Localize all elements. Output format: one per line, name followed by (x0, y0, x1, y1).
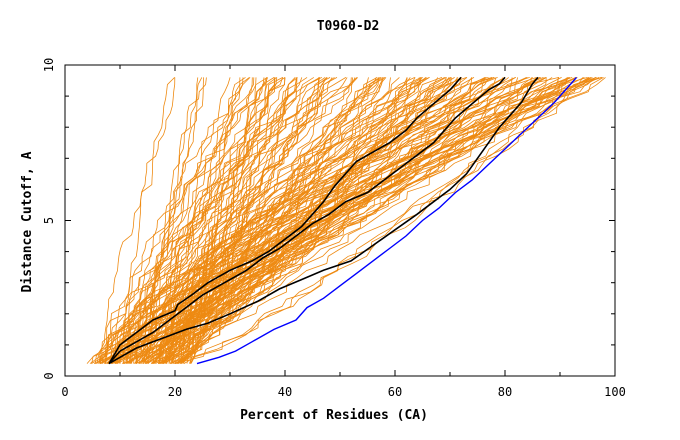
background-model-line (111, 77, 326, 364)
background-model-line (153, 77, 378, 364)
x-tick-label: 40 (278, 385, 292, 399)
background-model-line (99, 77, 265, 364)
background-model-line (122, 77, 199, 364)
background-model-line (162, 77, 451, 364)
background-model-line (183, 77, 584, 364)
background-model-line (119, 77, 603, 364)
background-model-line (111, 77, 333, 364)
background-model-line (144, 77, 207, 364)
axis-ticks (64, 64, 616, 377)
chart-title: T0960-D2 (317, 19, 380, 34)
y-tick-label: 5 (42, 217, 56, 224)
background-model-line (112, 77, 604, 364)
background-model-line (159, 77, 430, 364)
background-model-line (111, 77, 528, 364)
background-model-line (159, 77, 426, 364)
x-tick-label: 0 (61, 385, 68, 399)
background-model-line (89, 77, 546, 364)
background-model-line (161, 77, 382, 364)
background-model-line (110, 77, 452, 364)
x-tick-label: 60 (388, 385, 402, 399)
axis-tick-labels: 0 20 40 60 80 100 0 5 10 (42, 58, 626, 399)
background-model-line (129, 77, 246, 364)
highlighted-series-lines (108, 76, 578, 365)
background-model-line (138, 77, 286, 364)
background-model-line (98, 77, 411, 364)
background-model-line (165, 77, 462, 364)
x-tick-label: 100 (604, 385, 626, 399)
background-model-line (155, 77, 547, 364)
background-model-line (176, 77, 423, 364)
y-tick-label: 10 (42, 58, 56, 72)
background-model-line (174, 77, 377, 364)
background-model-line (127, 77, 204, 364)
background-model-line (103, 77, 358, 364)
background-model-line (165, 77, 588, 364)
black-series-line-2 (108, 76, 506, 365)
black-series-line-1 (108, 76, 539, 365)
background-model-line (141, 77, 452, 364)
background-model-line (104, 77, 416, 364)
background-model-line (180, 77, 284, 364)
background-model-line (114, 77, 354, 364)
background-model-line (151, 77, 327, 364)
background-model-line (162, 77, 383, 364)
blue-series-line (196, 76, 578, 365)
background-model-line (131, 77, 268, 364)
background-model-line (179, 77, 297, 364)
background-model-line (115, 77, 448, 364)
background-model-line (182, 77, 606, 364)
y-axis-label: Distance Cutoff, A (20, 151, 35, 292)
black-series-line-3 (108, 76, 462, 365)
background-model-line (129, 77, 530, 364)
background-model-line (95, 77, 176, 364)
x-tick-label: 80 (498, 385, 512, 399)
y-tick-label: 0 (42, 372, 56, 379)
background-model-lines (86, 77, 606, 364)
background-model-line (109, 77, 175, 364)
background-model-line (175, 77, 320, 364)
background-model-line (96, 77, 267, 364)
background-model-line (147, 77, 596, 364)
x-tick-label: 20 (168, 385, 182, 399)
background-model-line (190, 77, 516, 364)
background-model-line (174, 77, 591, 364)
background-model-line (115, 77, 513, 364)
background-model-line (111, 77, 578, 364)
background-model-line (91, 77, 296, 364)
x-axis-label: Percent of Residues (CA) (240, 408, 428, 423)
background-model-line (152, 77, 250, 364)
